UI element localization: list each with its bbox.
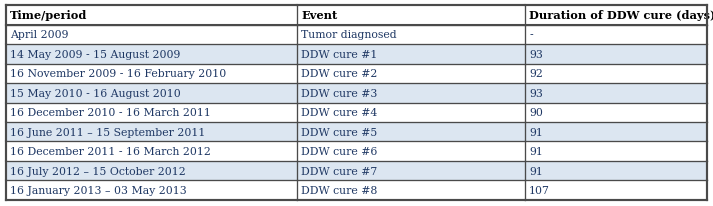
- Text: 16 December 2011 - 16 March 2012: 16 December 2011 - 16 March 2012: [10, 146, 211, 156]
- Bar: [6, 6, 297, 26]
- Bar: [6, 142, 297, 161]
- Text: April 2009: April 2009: [10, 30, 68, 40]
- Text: 16 November 2009 - 16 February 2010: 16 November 2009 - 16 February 2010: [10, 69, 226, 79]
- Bar: [525, 6, 707, 26]
- Text: DDW cure #8: DDW cure #8: [301, 185, 377, 195]
- Bar: [525, 142, 707, 161]
- Bar: [525, 161, 707, 180]
- Bar: [6, 180, 297, 200]
- Text: Tumor diagnosed: Tumor diagnosed: [301, 30, 396, 40]
- Text: Duration of DDW cure (days): Duration of DDW cure (days): [529, 10, 713, 21]
- Text: 91: 91: [529, 146, 543, 156]
- Text: DDW cure #2: DDW cure #2: [301, 69, 377, 79]
- Text: DDW cure #7: DDW cure #7: [301, 166, 377, 176]
- Bar: [297, 64, 525, 84]
- Text: DDW cure #5: DDW cure #5: [301, 127, 377, 137]
- Bar: [297, 6, 525, 26]
- Bar: [525, 180, 707, 200]
- Bar: [297, 161, 525, 180]
- Bar: [6, 161, 297, 180]
- Bar: [6, 26, 297, 45]
- Bar: [297, 180, 525, 200]
- Bar: [6, 64, 297, 84]
- Text: 93: 93: [529, 50, 543, 60]
- Bar: [525, 122, 707, 142]
- Text: -: -: [529, 30, 533, 40]
- Text: 107: 107: [529, 185, 550, 195]
- Bar: [6, 122, 297, 142]
- Text: 16 December 2010 - 16 March 2011: 16 December 2010 - 16 March 2011: [10, 108, 211, 118]
- Bar: [6, 84, 297, 103]
- Text: 16 July 2012 – 15 October 2012: 16 July 2012 – 15 October 2012: [10, 166, 185, 176]
- Bar: [297, 142, 525, 161]
- Text: 14 May 2009 - 15 August 2009: 14 May 2009 - 15 August 2009: [10, 50, 180, 60]
- Text: 16 January 2013 – 03 May 2013: 16 January 2013 – 03 May 2013: [10, 185, 187, 195]
- Text: 93: 93: [529, 88, 543, 98]
- Text: DDW cure #6: DDW cure #6: [301, 146, 377, 156]
- Bar: [297, 84, 525, 103]
- Text: DDW cure #4: DDW cure #4: [301, 108, 377, 118]
- Text: 90: 90: [529, 108, 543, 118]
- Text: DDW cure #3: DDW cure #3: [301, 88, 377, 98]
- Bar: [297, 122, 525, 142]
- Text: Event: Event: [301, 10, 337, 21]
- Text: DDW cure #1: DDW cure #1: [301, 50, 377, 60]
- Bar: [297, 103, 525, 122]
- Text: 91: 91: [529, 127, 543, 137]
- Bar: [525, 103, 707, 122]
- Bar: [6, 45, 297, 64]
- Text: 16 June 2011 – 15 September 2011: 16 June 2011 – 15 September 2011: [10, 127, 205, 137]
- Text: 91: 91: [529, 166, 543, 176]
- Bar: [297, 26, 525, 45]
- Text: 15 May 2010 - 16 August 2010: 15 May 2010 - 16 August 2010: [10, 88, 180, 98]
- Bar: [525, 64, 707, 84]
- Text: Time/period: Time/period: [10, 10, 87, 21]
- Bar: [525, 84, 707, 103]
- Bar: [297, 45, 525, 64]
- Bar: [525, 45, 707, 64]
- Text: 92: 92: [529, 69, 543, 79]
- Bar: [6, 103, 297, 122]
- Bar: [525, 26, 707, 45]
